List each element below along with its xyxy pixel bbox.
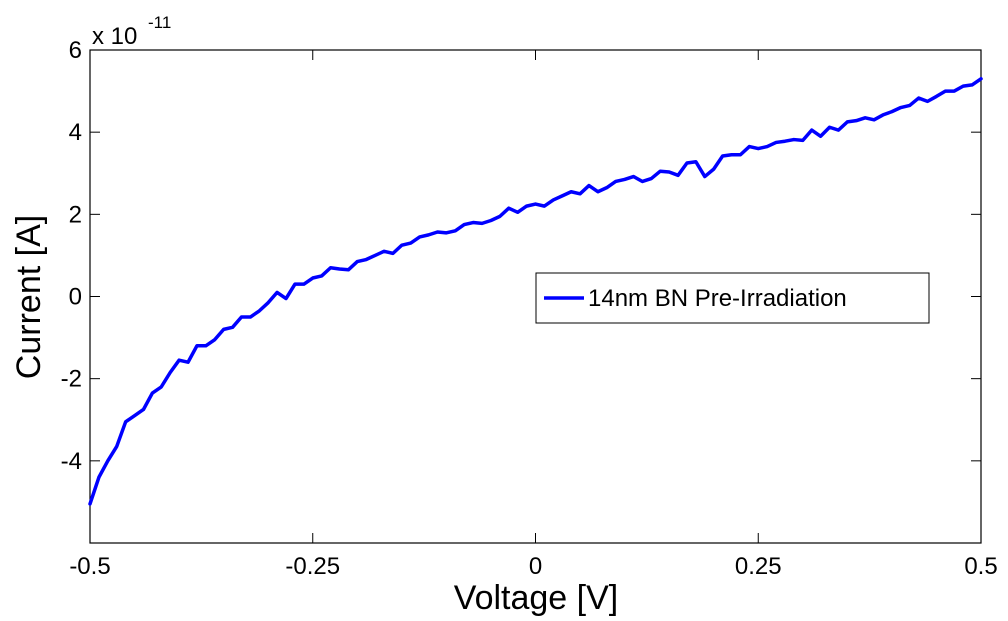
x-axis-title: Voltage [V]: [454, 579, 618, 617]
y-tick-label: 6: [69, 37, 82, 64]
y-tick-label: 2: [69, 201, 82, 228]
y-multiplier-label: x 10: [92, 23, 137, 50]
y-tick-label: 0: [69, 284, 82, 311]
x-tick-label: 0: [529, 553, 542, 580]
labels-layer: x 10 -11 Voltage [V] Current [A]: [10, 13, 618, 617]
series-layer: [88, 77, 983, 506]
y-tick-label: -4: [61, 448, 82, 475]
x-tick-label: -0.5: [69, 553, 110, 580]
y-multiplier-exponent: -11: [148, 13, 171, 32]
y-tick-label: 4: [69, 119, 82, 146]
ticks-group: -0.5 -0.25 0 0.25 0.5 -4 -2 0 2 4 6: [61, 37, 998, 580]
y-axis-title: Current [A]: [10, 215, 48, 379]
x-tick-label: 0.5: [964, 553, 997, 580]
legend-box: [535, 272, 930, 324]
legend: 14nm BN Pre-Irradiation: [535, 272, 930, 324]
y-tick-label: -2: [61, 366, 82, 393]
series-line: [88, 77, 983, 506]
x-tick-label: -0.25: [285, 553, 340, 580]
legend-entry-label: 14nm BN Pre-Irradiation: [588, 285, 847, 312]
x-tick-label: 0.25: [735, 553, 782, 580]
